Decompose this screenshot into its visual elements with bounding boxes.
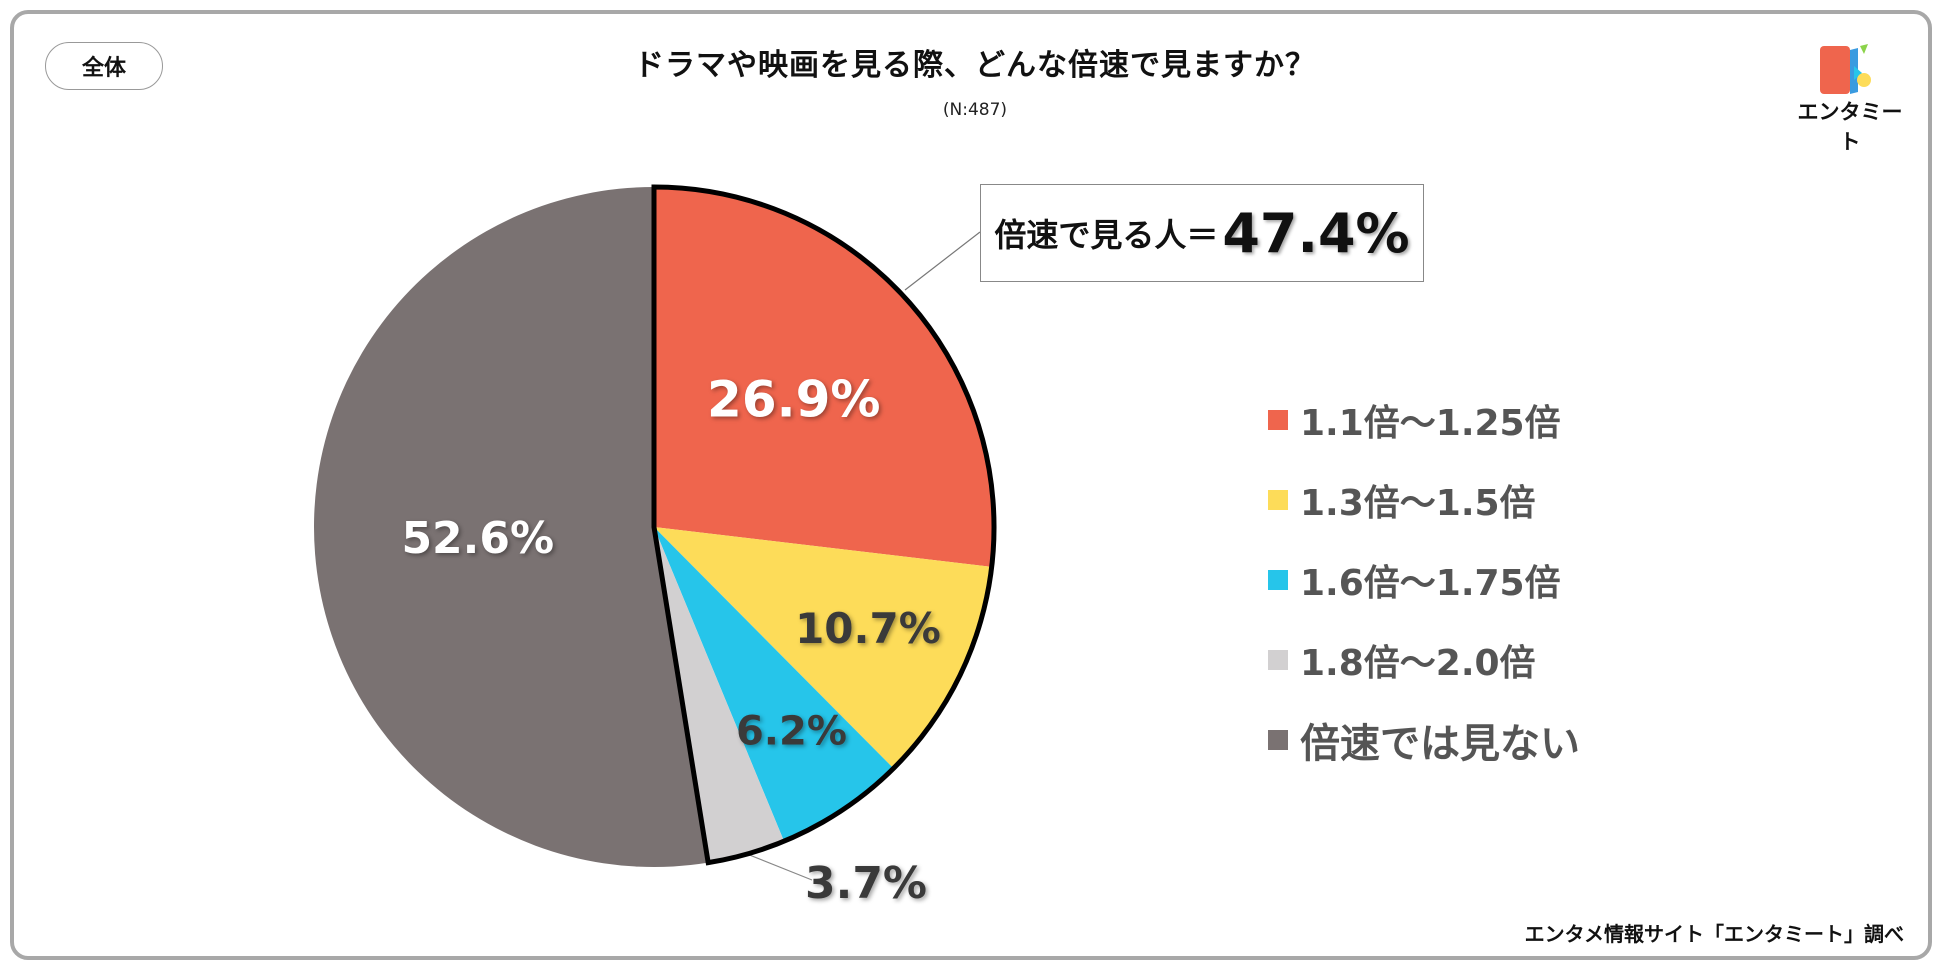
slice-value-label: 10.7%	[795, 604, 941, 653]
legend-label: 倍速では見ない	[1300, 721, 1580, 767]
legend-label: 1.3倍～1.5倍	[1300, 483, 1536, 524]
legend: 1.1倍～1.25倍 1.3倍～1.5倍 1.6倍～1.75倍 1.8倍～2.0…	[1268, 380, 1580, 780]
legend-item: 1.8倍～2.0倍	[1268, 620, 1580, 700]
small-label-leader-line	[741, 851, 813, 881]
legend-swatch	[1268, 570, 1288, 590]
logo-wordmark: エンタミート	[1797, 100, 1903, 154]
slice-value-label: 3.7%	[805, 858, 927, 909]
segment-label: 全体	[45, 42, 163, 90]
chart-title: ドラマや映画を見る際、どんな倍速で見ますか？	[634, 48, 1316, 83]
legend-label: 1.1倍～1.25倍	[1300, 403, 1561, 444]
slice-value-label: 26.9%	[707, 370, 880, 428]
legend-item: 1.6倍～1.75倍	[1268, 540, 1580, 620]
legend-swatch	[1268, 730, 1288, 750]
legend-label: 1.6倍～1.75倍	[1300, 563, 1561, 604]
legend-swatch	[1268, 490, 1288, 510]
pie-slices	[314, 187, 995, 867]
pie-slice	[654, 527, 992, 769]
callout-leader-line	[904, 231, 981, 291]
source-note: エンタメ情報サイト「エンタミート」調べ	[1524, 922, 1904, 946]
chart-subtitle: (N:487)	[942, 100, 1008, 120]
pie-slice	[654, 187, 995, 567]
callout-text: 倍速で見る人＝	[994, 216, 1219, 254]
legend-label: 1.8倍～2.0倍	[1300, 643, 1536, 684]
pie-slice-labels: 26.9% 10.7% 6.2% 3.7% 52.6%	[401, 370, 940, 909]
slice-value-label: 6.2%	[736, 709, 847, 755]
pie-slice	[654, 527, 784, 863]
legend-item: 1.3倍～1.5倍	[1268, 460, 1580, 540]
entamit-logo-icon	[1820, 44, 1871, 94]
speed-viewers-callout: 倍速で見る人＝ 47.4%	[980, 184, 1424, 282]
slice-value-label: 52.6%	[401, 513, 554, 564]
speed-viewers-outline	[651, 184, 997, 866]
pie-slice	[314, 187, 709, 867]
legend-item: 倍速では見ない	[1268, 700, 1580, 780]
legend-item: 1.1倍～1.25倍	[1268, 380, 1580, 460]
legend-swatch	[1268, 650, 1288, 670]
pie-slice	[654, 527, 894, 842]
legend-swatch	[1268, 410, 1288, 430]
callout-value: 47.4%	[1222, 201, 1410, 265]
